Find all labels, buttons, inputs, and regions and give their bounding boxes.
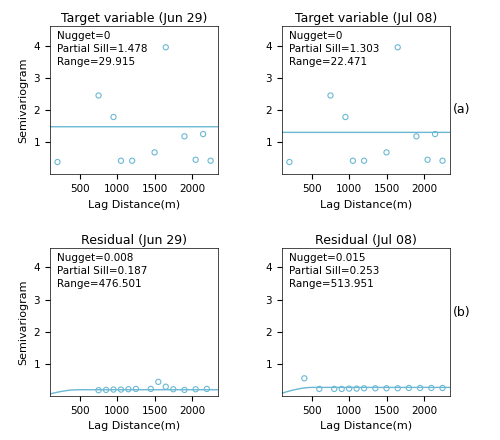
Point <box>192 386 200 393</box>
Point <box>360 385 368 392</box>
Text: Nugget=0.015
Partial Sill=0.253
Range=513.951: Nugget=0.015 Partial Sill=0.253 Range=51… <box>288 253 379 289</box>
Text: Nugget=0
Partial Sill=1.303
Range=22.471: Nugget=0 Partial Sill=1.303 Range=22.471 <box>288 31 379 67</box>
Point <box>132 385 140 392</box>
Point <box>372 385 380 392</box>
Point <box>424 156 432 163</box>
Point <box>349 157 357 164</box>
X-axis label: Lag Distance(m): Lag Distance(m) <box>320 421 412 431</box>
Point <box>286 158 294 165</box>
Y-axis label: Semivariogram: Semivariogram <box>18 58 28 143</box>
Point <box>110 114 118 121</box>
Point <box>416 385 424 392</box>
Point <box>199 131 207 138</box>
Point <box>124 386 132 393</box>
Point <box>102 386 110 393</box>
Text: Nugget=0
Partial Sill=1.478
Range=29.915: Nugget=0 Partial Sill=1.478 Range=29.915 <box>56 31 147 67</box>
Point <box>117 386 125 393</box>
Point <box>394 44 402 51</box>
Point <box>117 157 125 164</box>
Point <box>330 385 338 392</box>
Title: Residual (Jul 08): Residual (Jul 08) <box>315 234 417 247</box>
Point <box>162 44 170 51</box>
Point <box>203 385 211 392</box>
Point <box>54 158 62 165</box>
Point <box>438 157 446 164</box>
X-axis label: Lag Distance(m): Lag Distance(m) <box>88 421 180 431</box>
Title: Target variable (Jul 08): Target variable (Jul 08) <box>295 12 437 25</box>
X-axis label: Lag Distance(m): Lag Distance(m) <box>320 199 412 209</box>
Title: Residual (Jun 29): Residual (Jun 29) <box>81 234 187 247</box>
Point <box>438 385 446 392</box>
Point <box>428 385 436 392</box>
Point <box>316 385 324 392</box>
Point <box>431 131 439 138</box>
Text: (a): (a) <box>452 103 470 117</box>
Point <box>394 385 402 392</box>
Point <box>150 149 158 156</box>
Point <box>180 133 188 140</box>
Point <box>382 385 390 392</box>
Point <box>412 133 420 140</box>
Point <box>352 385 360 392</box>
Title: Target variable (Jun 29): Target variable (Jun 29) <box>61 12 207 25</box>
Point <box>162 383 170 390</box>
Point <box>192 156 200 163</box>
X-axis label: Lag Distance(m): Lag Distance(m) <box>88 199 180 209</box>
Y-axis label: Semivariogram: Semivariogram <box>18 279 28 365</box>
Point <box>206 157 214 164</box>
Point <box>342 114 349 121</box>
Point <box>147 385 155 392</box>
Point <box>338 385 345 392</box>
Point <box>326 92 334 99</box>
Text: (b): (b) <box>452 306 470 319</box>
Point <box>360 157 368 164</box>
Point <box>169 386 177 393</box>
Point <box>382 149 390 156</box>
Point <box>345 385 353 392</box>
Point <box>110 386 118 393</box>
Point <box>300 375 308 382</box>
Point <box>128 157 136 164</box>
Text: Nugget=0.008
Partial Sill=0.187
Range=476.501: Nugget=0.008 Partial Sill=0.187 Range=47… <box>56 253 147 289</box>
Point <box>180 386 188 393</box>
Point <box>94 387 102 394</box>
Point <box>405 385 413 392</box>
Point <box>154 378 162 385</box>
Point <box>94 92 102 99</box>
